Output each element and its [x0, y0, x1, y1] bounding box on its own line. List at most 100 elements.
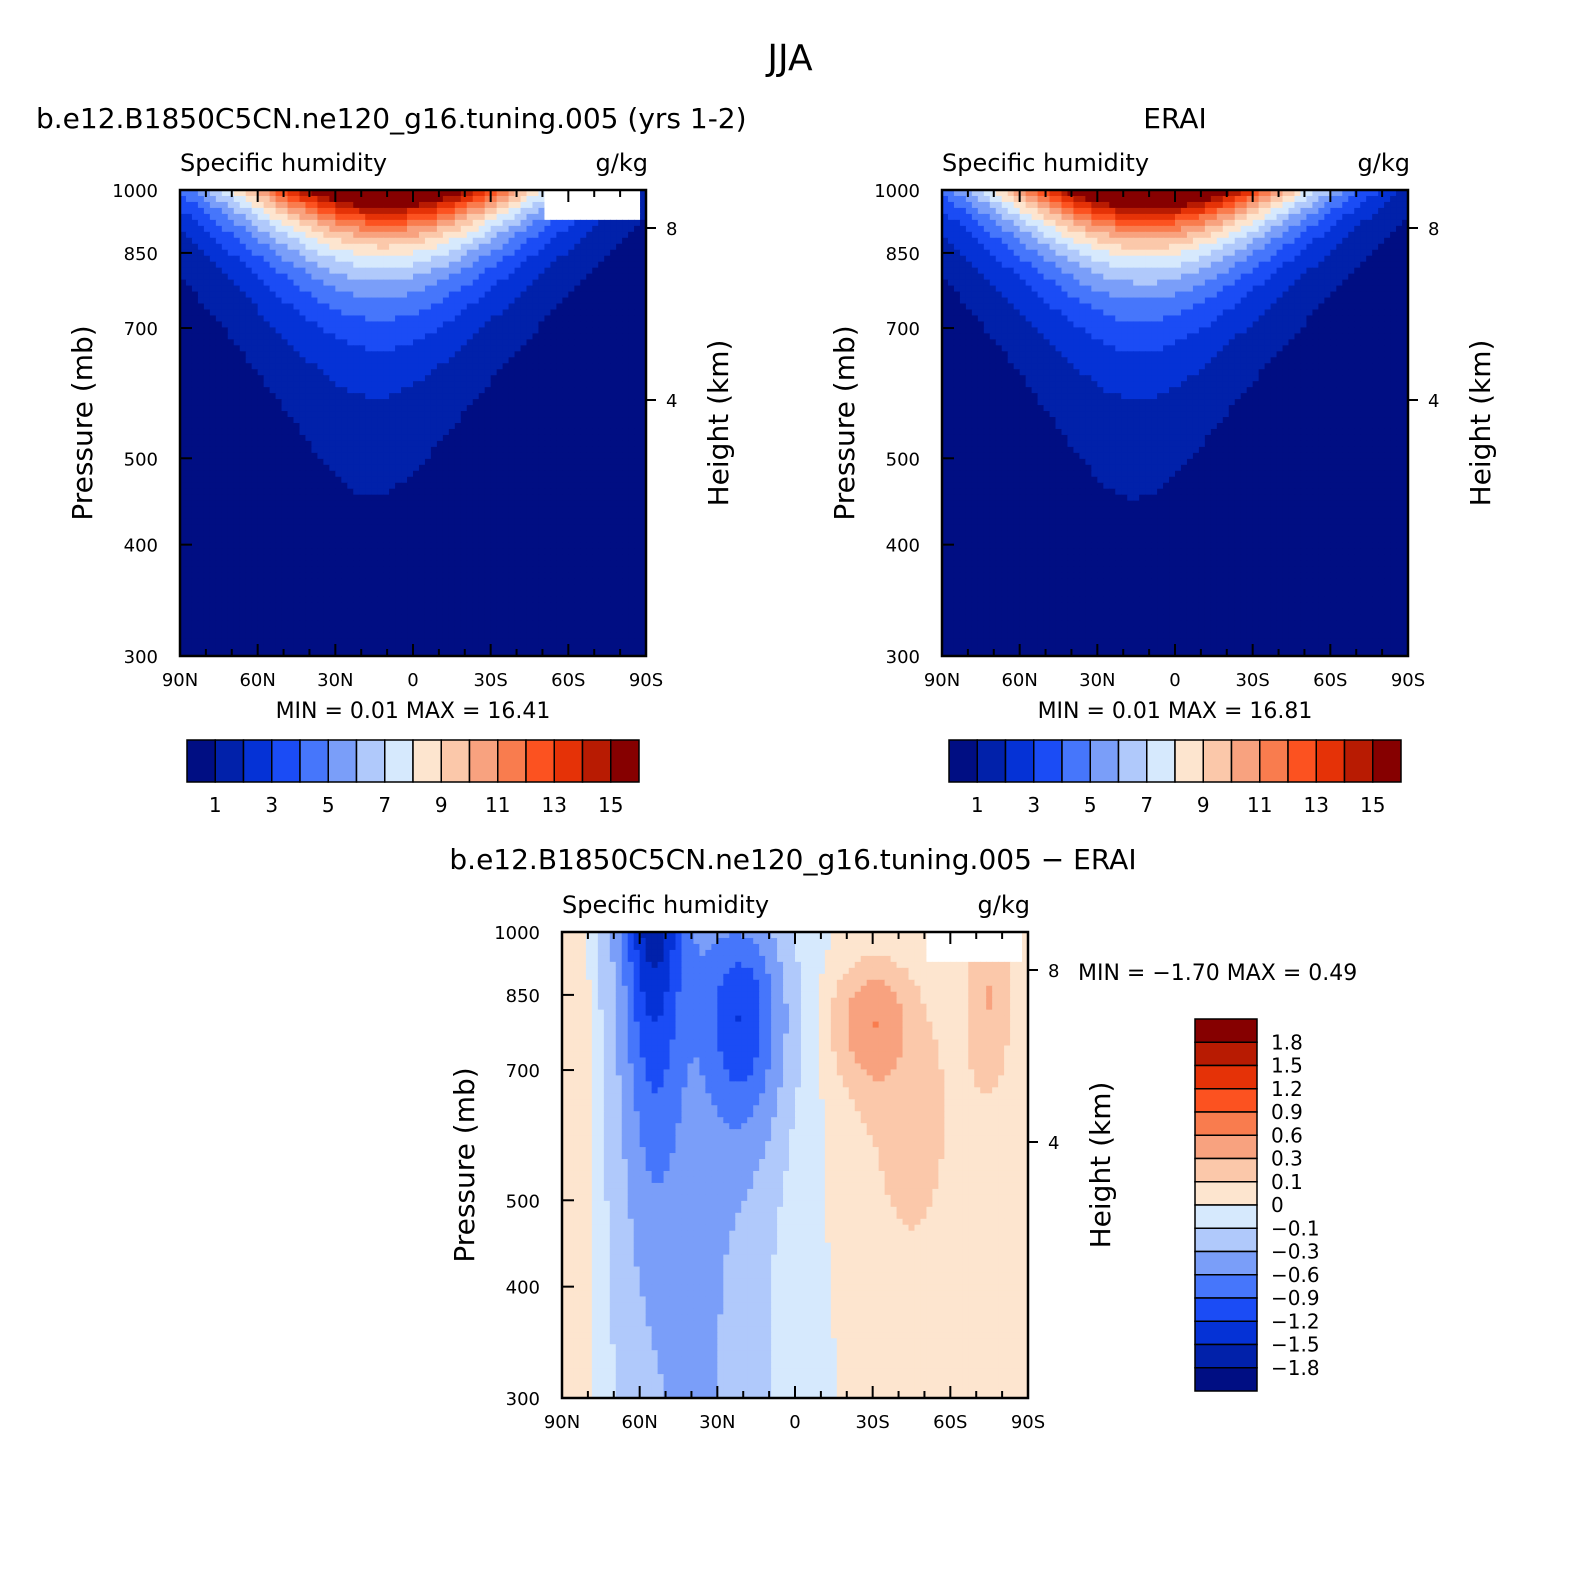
field-cell — [323, 423, 330, 430]
field-cell — [371, 381, 378, 388]
field-cell — [460, 279, 468, 287]
field-cell — [329, 524, 336, 532]
field-cell — [442, 381, 450, 388]
field-cell — [568, 357, 575, 364]
field-cell — [634, 195, 641, 203]
field-cell — [185, 476, 193, 484]
field-cell — [478, 255, 486, 263]
field-cell — [275, 536, 283, 544]
field-cell — [299, 393, 307, 400]
field-cell — [329, 518, 336, 526]
field-cell — [371, 237, 378, 245]
field-cell — [604, 267, 611, 275]
field-cell — [233, 339, 241, 346]
field-cell — [544, 363, 552, 370]
field-cell — [311, 219, 319, 227]
field-cell — [221, 405, 229, 412]
field-cell — [353, 303, 360, 311]
field-cell — [311, 285, 319, 293]
field-cell — [472, 345, 480, 352]
field-cell — [269, 518, 277, 526]
field-cell — [395, 309, 402, 317]
field-cell — [556, 345, 563, 352]
field-cell — [275, 231, 283, 239]
field-cell — [562, 369, 569, 376]
field-cell — [413, 494, 420, 502]
field-cell — [305, 387, 313, 394]
field-cell — [263, 446, 271, 454]
field-cell — [203, 249, 211, 257]
field-cell — [197, 273, 205, 281]
field-cell — [227, 458, 235, 466]
field-cell — [628, 446, 635, 454]
field-cell — [568, 381, 575, 388]
field-cell — [305, 506, 313, 514]
field-cell — [622, 482, 629, 490]
field-cell — [287, 297, 295, 305]
field-cell — [371, 195, 378, 203]
field-cell — [520, 213, 528, 221]
field-cell — [616, 434, 623, 442]
field-cell — [622, 237, 629, 245]
field-cell — [185, 393, 193, 400]
field-cell — [466, 345, 474, 352]
field-cell — [634, 405, 641, 412]
field-cell — [359, 560, 366, 567]
field-cell — [180, 560, 187, 567]
field-cell — [353, 417, 360, 424]
field-cell — [514, 393, 522, 400]
field-cell — [203, 566, 211, 573]
field-cell — [269, 273, 277, 281]
field-cell — [191, 494, 199, 502]
field-cell — [562, 201, 569, 209]
field-cell — [407, 524, 414, 532]
field-cell — [311, 381, 319, 388]
field-cell — [478, 291, 486, 299]
field-cell — [329, 554, 336, 562]
field-cell — [323, 405, 330, 412]
field-cell — [293, 470, 301, 478]
field-cell — [257, 225, 265, 233]
field-cell — [640, 560, 647, 567]
field-cell — [520, 369, 528, 376]
field-cell — [407, 309, 414, 317]
field-cell — [180, 494, 187, 502]
field-cell — [550, 207, 557, 215]
field-cell — [484, 327, 492, 334]
field-cell — [377, 518, 384, 526]
field-cell — [257, 405, 265, 412]
field-cell — [197, 321, 205, 329]
field-cell — [299, 231, 307, 239]
field-cell — [323, 518, 330, 526]
field-cell — [574, 327, 581, 334]
field-cell — [197, 387, 205, 394]
field-cell — [604, 219, 611, 227]
field-cell — [269, 291, 277, 299]
field-cell — [180, 506, 187, 514]
field-cell — [257, 207, 265, 215]
field-cell — [490, 363, 498, 370]
field-cell — [532, 255, 540, 263]
field-cell — [263, 291, 271, 299]
field-cell — [305, 273, 313, 281]
field-cell — [353, 423, 360, 430]
field-cell — [257, 309, 265, 317]
field-cell — [568, 363, 575, 370]
field-cell — [275, 291, 283, 299]
field-cell — [508, 345, 516, 352]
field-cell — [305, 566, 313, 573]
field-cell — [203, 458, 211, 466]
field-cell — [460, 566, 468, 573]
field-cell — [185, 333, 193, 340]
field-cell — [502, 267, 510, 275]
field-cell — [365, 542, 372, 550]
field-cell — [269, 339, 277, 346]
field-cell — [580, 446, 587, 454]
field-cell — [359, 291, 366, 299]
field-cell — [233, 225, 241, 233]
field-cell — [371, 405, 378, 412]
field-cell — [580, 470, 587, 478]
field-cell — [383, 434, 390, 442]
field-cell — [311, 500, 319, 508]
field-cell — [209, 405, 217, 412]
